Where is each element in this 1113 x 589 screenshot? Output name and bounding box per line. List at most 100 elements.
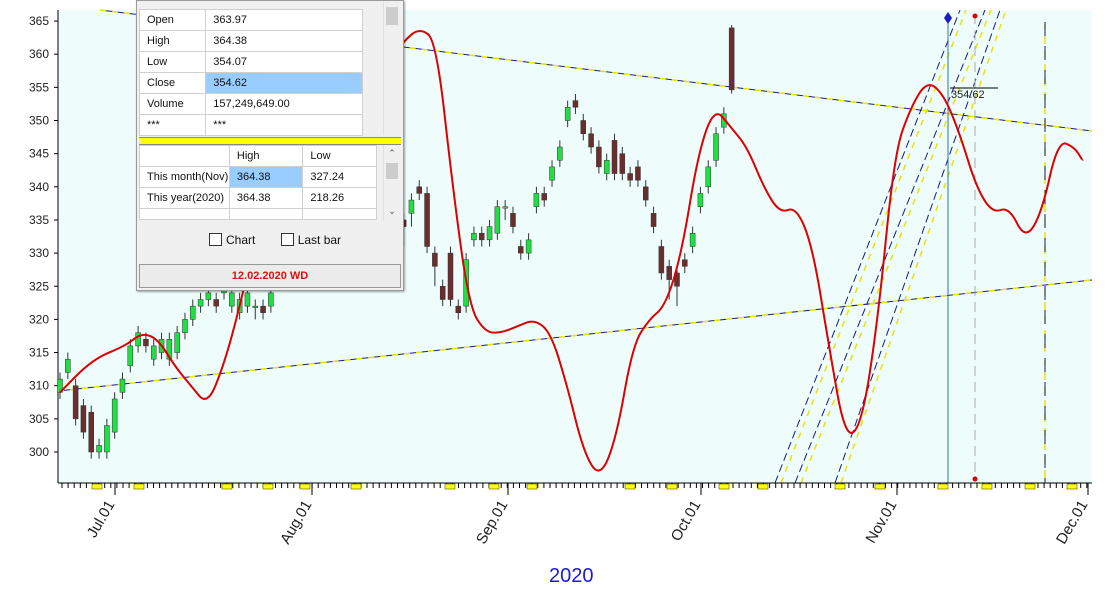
week-marker <box>526 483 538 490</box>
scroll-up-icon[interactable]: ⌃ <box>388 148 396 158</box>
candle-body <box>541 193 547 201</box>
candle-body <box>471 232 477 241</box>
candle-body <box>549 166 555 181</box>
fan-line <box>794 9 986 484</box>
table-row[interactable]: Low 354.07 <box>138 51 363 73</box>
candle-body <box>416 186 423 194</box>
forecast-bottom-marker <box>972 476 978 482</box>
candle-body <box>213 299 219 307</box>
candle-body <box>197 299 204 307</box>
week-marker <box>350 483 362 490</box>
week-marker <box>624 483 636 490</box>
candle-body <box>143 339 149 347</box>
candle-body <box>96 445 102 453</box>
candle-body <box>650 213 657 227</box>
y-tick-label: 340 <box>29 180 49 194</box>
table-row[interactable]: Close 354.62 <box>138 72 363 94</box>
candle-body <box>502 206 508 209</box>
scroll-thumb[interactable] <box>386 163 398 179</box>
table-header: High Low <box>139 145 377 167</box>
row-label: Open <box>138 9 207 31</box>
candle-body <box>190 305 196 320</box>
candle-body <box>510 213 516 227</box>
week-marker <box>981 483 993 490</box>
checkbox-icon[interactable] <box>209 233 222 246</box>
candle-body <box>611 140 618 174</box>
candle-body <box>88 411 94 453</box>
candle-body <box>260 305 266 314</box>
scroll-down-icon[interactable]: ⌄ <box>388 206 396 216</box>
candle-body <box>150 345 157 360</box>
week-marker <box>1066 483 1078 490</box>
candle-body <box>603 160 610 174</box>
ohlc-table: Open 363.97 High 364.38 Low 354.07 Close 354… <box>138 9 363 136</box>
candle-body <box>205 292 212 300</box>
candle-body <box>268 292 274 307</box>
x-tick-label: Jul.01 <box>84 498 119 541</box>
candle-body <box>635 166 641 181</box>
header-high: High <box>228 145 304 167</box>
y-tick-label: 330 <box>29 246 49 260</box>
chart-checkbox[interactable]: Chart <box>209 233 255 247</box>
table-row[interactable]: *** *** <box>138 114 363 136</box>
splitter[interactable] <box>139 137 401 145</box>
candle-body <box>682 259 688 267</box>
candle-body <box>705 166 711 188</box>
week-marker <box>299 483 311 490</box>
y-tick-label: 345 <box>29 147 49 161</box>
candle-body <box>174 332 180 353</box>
fan-line <box>774 9 961 484</box>
row-label: Close <box>138 72 207 94</box>
row-label: *** <box>138 114 207 136</box>
row-label: Volume <box>138 93 207 115</box>
week-marker <box>834 483 846 490</box>
row-label: This month(Nov) <box>139 166 230 188</box>
candle-body <box>135 332 141 347</box>
last-bar-checkbox-label: Last bar <box>297 233 342 247</box>
candle-body <box>104 425 110 453</box>
header-empty <box>139 145 230 167</box>
candle-body <box>697 193 704 207</box>
y-tick-label: 365 <box>29 14 49 28</box>
candle-body <box>182 319 188 333</box>
x-axis: Jul.01 Aug.01 Sep.01 Oct.01 Nov.01 Dec.01 <box>58 482 1092 548</box>
fan-channel <box>800 9 992 484</box>
candle-body <box>518 246 524 254</box>
table-row[interactable]: Open 363.97 <box>138 9 363 31</box>
row-high-selected: 364.38 <box>228 166 304 188</box>
table-row[interactable]: This year(2020) 364.38 218.26 <box>139 187 377 209</box>
row-value: *** <box>205 114 363 136</box>
week-marker <box>874 483 886 490</box>
candle-body <box>229 292 235 307</box>
candle-body <box>424 193 430 247</box>
table-row[interactable]: High 364.38 <box>138 30 363 52</box>
y-tick-label: 360 <box>29 47 49 61</box>
row-value: 354.07 <box>205 51 363 73</box>
row-label: This year(2020) <box>139 187 230 209</box>
candle-body <box>478 232 485 241</box>
week-marker <box>221 483 233 490</box>
y-tick-label: 320 <box>29 312 49 326</box>
ohlc-scrollbar[interactable] <box>383 1 400 135</box>
high-low-scrollbar[interactable]: ⌃ ⌄ <box>383 145 400 221</box>
checkbox-icon[interactable] <box>280 233 294 246</box>
table-row[interactable]: Volume 157,249,649.00 <box>138 93 363 115</box>
data-window[interactable]: Open 363.97 High 364.38 Low 354.07 Close 354… <box>136 0 404 291</box>
candle-body <box>580 120 587 135</box>
candle-body <box>557 146 563 161</box>
table-row[interactable]: This month(Nov) 364.38 327.24 <box>139 166 377 188</box>
x-tick-label: Sep.01 <box>473 498 511 548</box>
x-tick-label: Nov.01 <box>863 498 901 547</box>
status-date: 12.02.2020 WD <box>139 264 401 288</box>
row-low: 327.24 <box>302 166 377 188</box>
x-tick-label: Oct.01 <box>668 498 705 545</box>
scroll-thumb[interactable] <box>386 7 398 25</box>
week-marker <box>666 483 678 490</box>
last-bar-checkbox[interactable]: Last bar <box>280 233 342 247</box>
candle-body <box>525 239 532 254</box>
candle-body <box>447 252 454 300</box>
trend-lines <box>57 9 1093 484</box>
support-channel <box>57 279 1093 392</box>
candle-body <box>596 146 602 168</box>
candle-body <box>65 358 71 373</box>
